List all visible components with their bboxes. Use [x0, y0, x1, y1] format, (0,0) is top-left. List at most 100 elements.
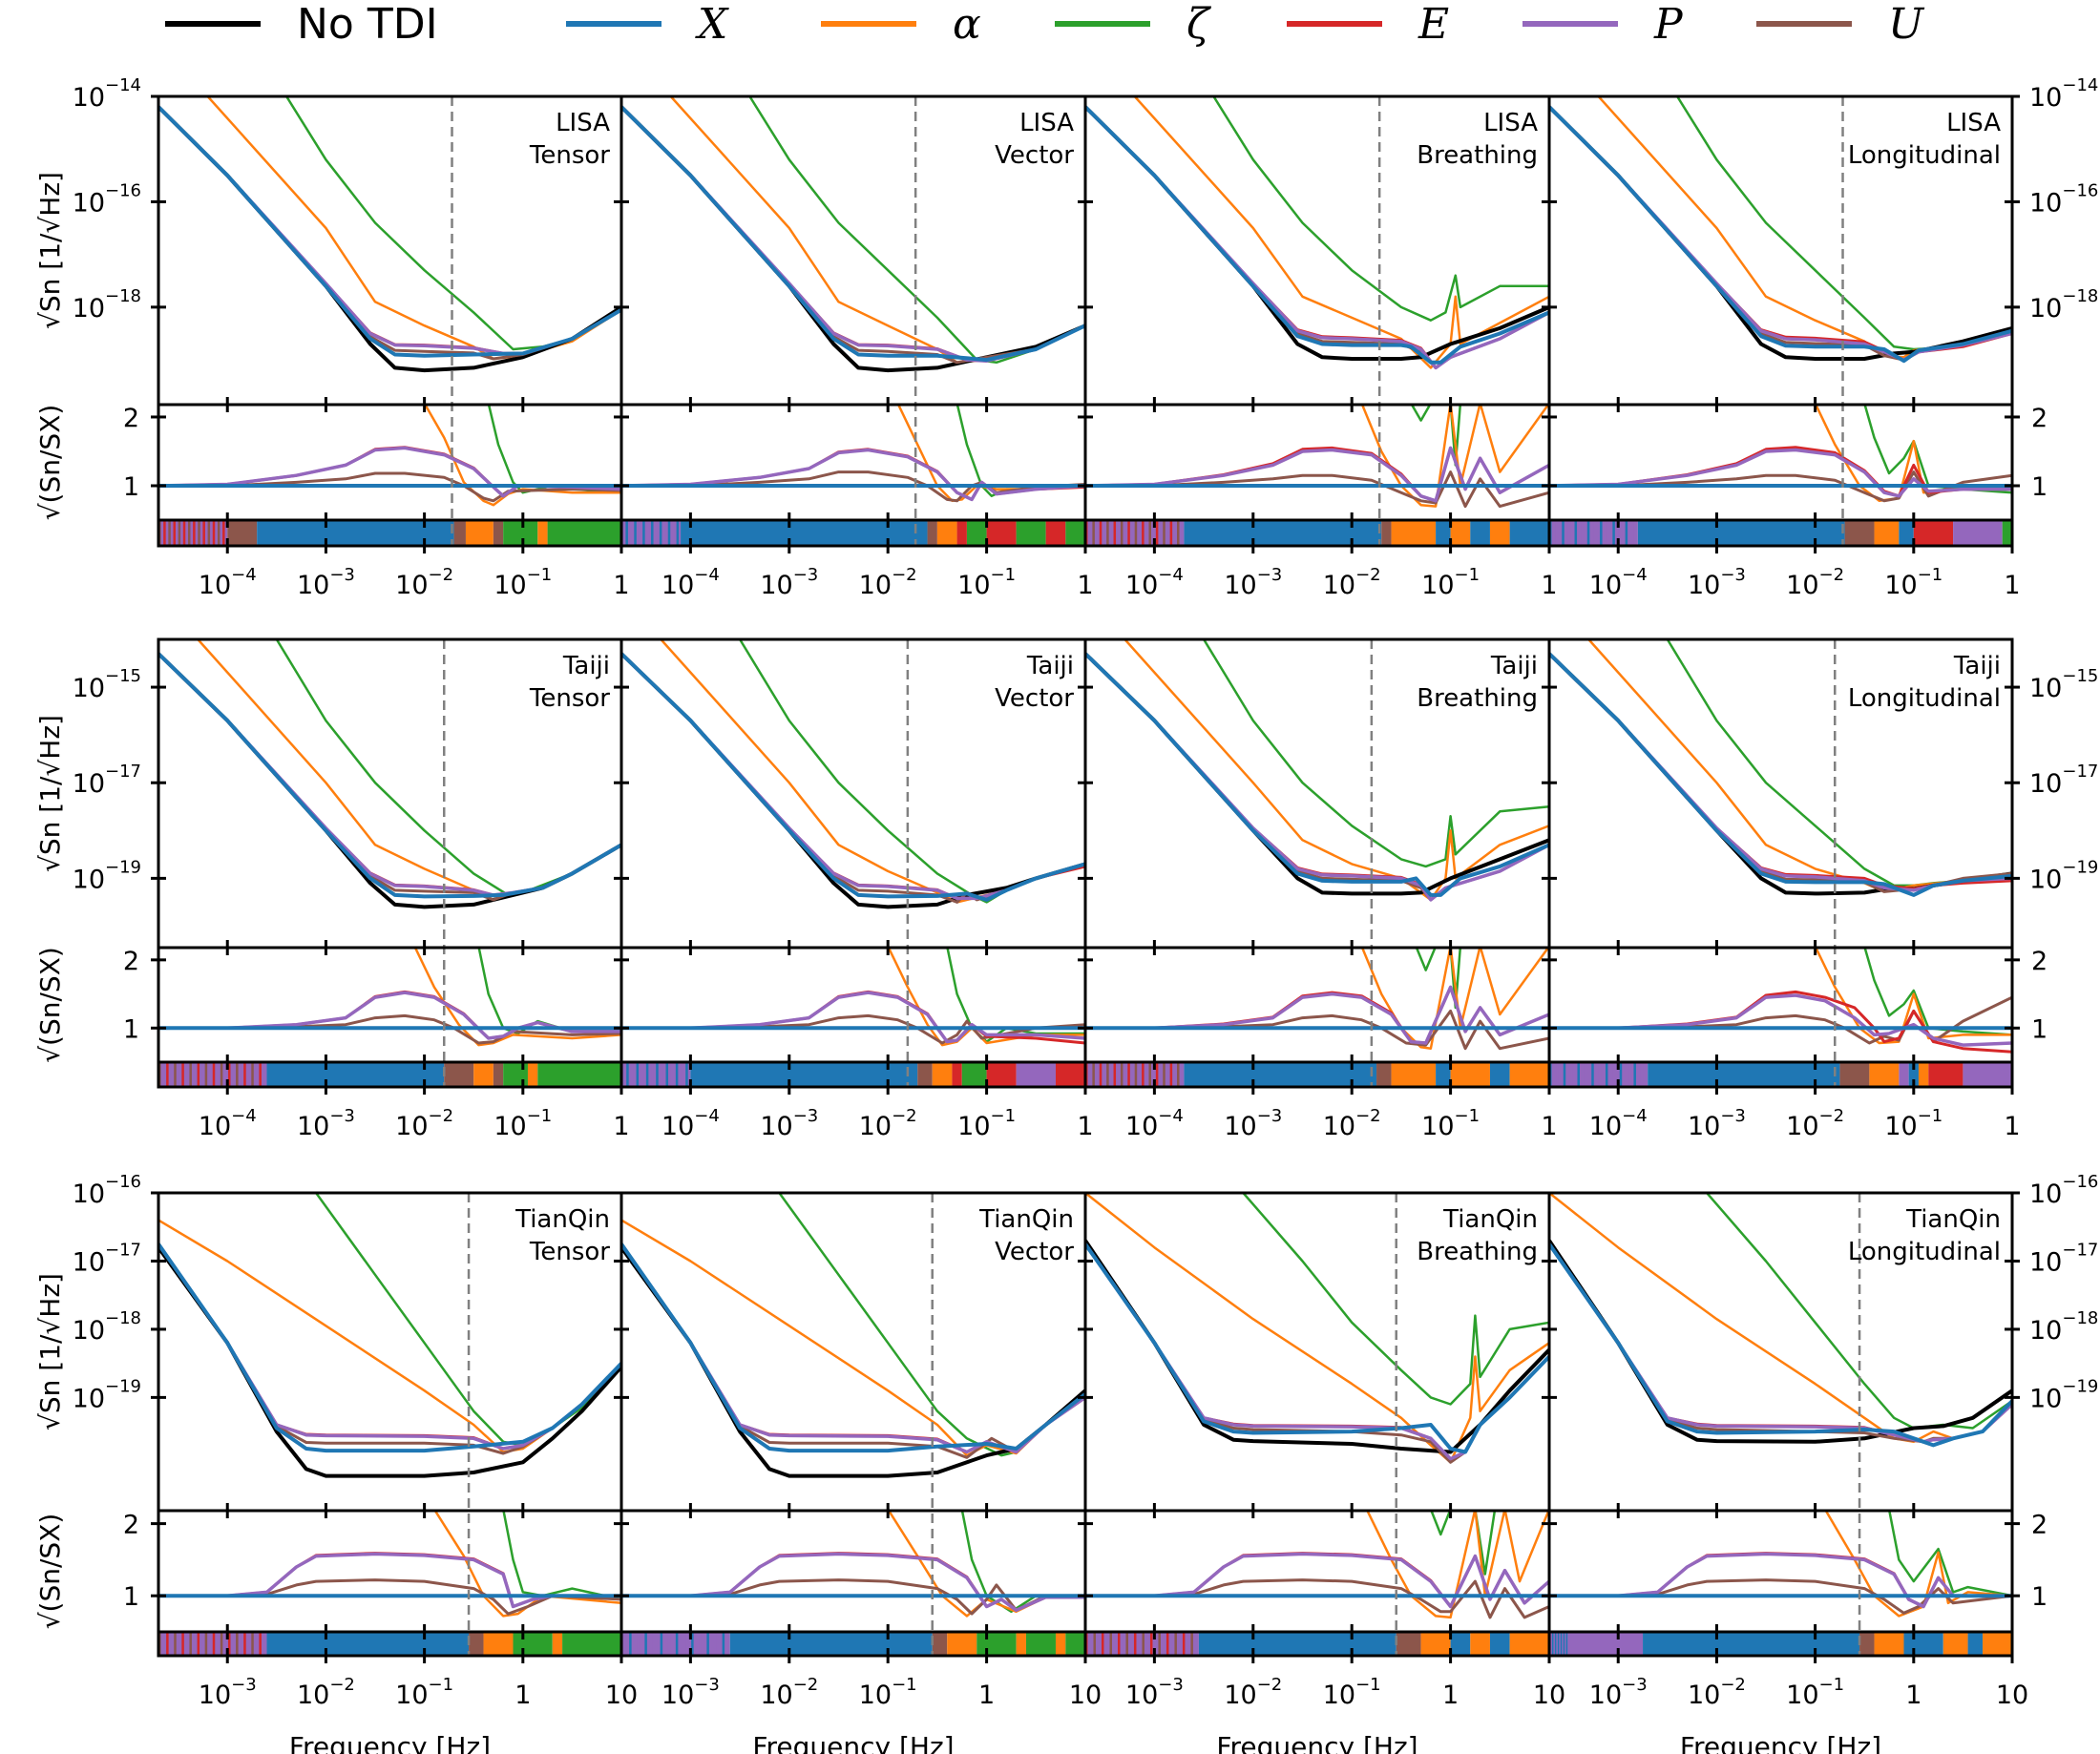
- ratio-tick-label-left: 1: [123, 1014, 139, 1044]
- strip-segment-U: [1859, 1632, 1875, 1656]
- strip-segment-X: [675, 1062, 679, 1087]
- x-tick-label: 10−2: [859, 565, 917, 600]
- ratio-tick-label-right: 2: [2031, 947, 2048, 976]
- ratio-series-P: [621, 448, 1085, 502]
- strip-segment-P: [1584, 1062, 1587, 1087]
- panel-label-mode: Longitudinal: [1848, 141, 2001, 170]
- panel-label-detector: TianQin: [978, 1205, 1074, 1234]
- strip-segment-P: [1598, 1062, 1602, 1087]
- strip-segment-U: [1177, 1062, 1180, 1087]
- strip-segment-E: [163, 520, 166, 546]
- x-tick-label: 10−2: [1323, 565, 1381, 600]
- x-tick-label: 10−3: [1125, 1675, 1184, 1710]
- panel-tianqin-breathing: 10−3 10−2 10−1 1 10 TianQin Breathing Frequency…: [1078, 1191, 1565, 1754]
- y-tick-label-left: 10−17: [73, 1240, 141, 1277]
- strip-segment-X: [634, 520, 637, 546]
- series-alpha: [660, 639, 1085, 904]
- strip-segment-P: [699, 1632, 702, 1656]
- ratio-tick-label-right: 1: [2031, 1014, 2048, 1044]
- strip-segment-E: [1182, 1632, 1186, 1656]
- strip-segment-U: [1158, 1632, 1161, 1656]
- x-tick-label: 10−1: [494, 565, 552, 600]
- ratio-series-alpha: [1360, 948, 1549, 1050]
- series-X: [158, 1242, 621, 1453]
- strip-segment-P: [638, 520, 641, 546]
- ratio-series-alpha: [423, 405, 621, 507]
- x-tick-label: 10−2: [859, 1106, 917, 1141]
- strip-segment-X: [1562, 520, 1564, 546]
- panel-label-mode: Longitudinal: [1848, 684, 2001, 713]
- strip-segment-X: [1184, 520, 1382, 546]
- x-tick-label: 10−1: [957, 1106, 1016, 1141]
- strip-segment-X: [722, 1632, 725, 1656]
- ratio-series-zeta: [487, 405, 621, 494]
- ratio-series-E: [158, 990, 621, 1040]
- x-tick-label: 1: [613, 571, 629, 600]
- x-tick-label: 10−1: [395, 1675, 453, 1710]
- x-tick-label: 10−3: [297, 565, 355, 600]
- x-tick-label: 10−4: [1125, 1106, 1184, 1141]
- strip-segment-alpha: [1918, 1062, 1929, 1087]
- strip-segment-E: [166, 1062, 169, 1087]
- strip-segment-P: [1631, 520, 1634, 546]
- strip-segment-U: [1142, 1632, 1144, 1656]
- strip-segment-alpha: [1016, 1632, 1026, 1656]
- ratio-curves: [621, 1511, 1085, 1618]
- panel-label-mode: Longitudinal: [1848, 1238, 2001, 1266]
- y-axis-label-ratio: √(Sn/SX): [34, 947, 66, 1063]
- ratio-series-P: [1085, 446, 1549, 503]
- legend-entry-X: X: [566, 0, 729, 49]
- strip-segment-U: [1109, 1632, 1112, 1656]
- panel-label-detector: Taiji: [1490, 652, 1538, 680]
- x-tick-label: 10−3: [297, 1106, 355, 1141]
- y-axis-label-main: √Sn [1/√Hz]: [34, 1273, 66, 1430]
- ratio-series-zeta: [477, 948, 621, 1035]
- ratio-series-U: [1085, 470, 1549, 509]
- series-X: [621, 1242, 1085, 1453]
- panel-label-mode: Vector: [995, 141, 1074, 170]
- y-tick-label-right: 10−15: [2029, 666, 2098, 703]
- best-channel-strip: [1549, 1062, 2012, 1087]
- strip-segment-alpha: [1450, 520, 1471, 546]
- strip-segment-P: [1899, 1062, 1909, 1087]
- panel-label-mode: Tensor: [529, 1238, 610, 1266]
- strip-segment-E: [1913, 520, 1954, 546]
- x-tick-label: 10−3: [1224, 565, 1282, 600]
- ratio-series-U: [621, 1578, 1085, 1616]
- strip-segment-U: [1092, 520, 1095, 546]
- strip-segment-E: [166, 1632, 169, 1656]
- y-tick-label-right: 10−19: [2029, 857, 2098, 894]
- strip-segment-U: [1190, 1632, 1193, 1656]
- y-tick-label-right: 10−14: [2029, 75, 2098, 113]
- ratio-series-zeta: [1410, 405, 1462, 467]
- ratio-tick-label-left: 1: [123, 472, 139, 502]
- strip-segment-U: [236, 1632, 239, 1656]
- ratio-series-P: [1085, 985, 1549, 1045]
- ratio-tick-label-right: 2: [2031, 1511, 2048, 1540]
- best-channel-strip: [621, 1062, 1085, 1087]
- strip-segment-U: [174, 1632, 177, 1656]
- strip-segment-X: [1557, 1632, 1561, 1656]
- strip-segment-zeta: [1065, 520, 1085, 546]
- y-tick-label-left: 10−15: [73, 666, 141, 703]
- ratio-axes-frame: [1083, 946, 1551, 1064]
- strip-segment-alpha: [465, 520, 494, 546]
- series-zeta: [1706, 1193, 2012, 1430]
- strip-segment-alpha: [1489, 520, 1510, 546]
- series-U: [621, 1242, 1085, 1459]
- strip-segment-X: [1554, 1632, 1558, 1656]
- strip-segment-E: [1142, 520, 1144, 546]
- panel-label-mode: Breathing: [1417, 141, 1538, 170]
- strip-segment-E: [1055, 1062, 1085, 1087]
- strip-segment-U: [917, 1062, 933, 1087]
- strip-segment-X: [706, 1632, 709, 1656]
- ratio-series-U: [1549, 1578, 2012, 1615]
- strip-segment-X: [645, 1062, 649, 1087]
- strip-segment-U: [236, 1062, 239, 1087]
- panel-taiji-tensor: 10−4 10−3 10−2 10−1 1 Taiji Tensor: [151, 637, 630, 1141]
- strip-segment-P: [663, 520, 666, 546]
- strip-segment-X: [1551, 1632, 1555, 1656]
- series-X: [1085, 105, 1549, 365]
- strip-segment-P: [1550, 1632, 1553, 1656]
